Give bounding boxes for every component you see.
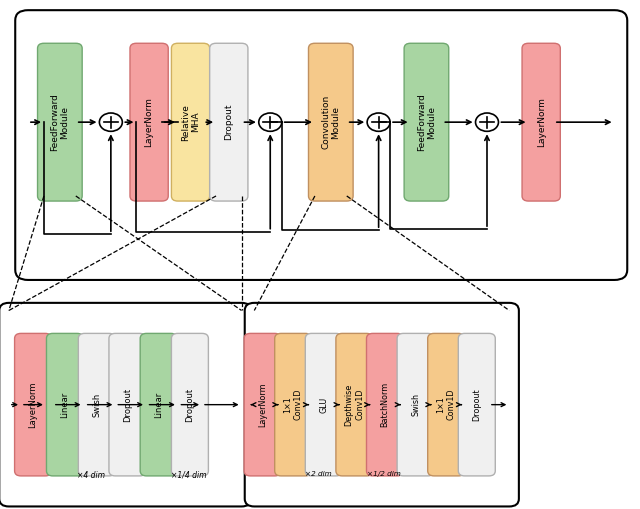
Text: Swish: Swish: [92, 392, 101, 417]
Text: ×4 dim: ×4 dim: [77, 471, 105, 480]
Text: Dropout: Dropout: [224, 104, 234, 140]
FancyBboxPatch shape: [172, 333, 209, 476]
Text: Swish: Swish: [411, 393, 420, 416]
Text: GLU: GLU: [319, 397, 328, 413]
Text: LayerNorm: LayerNorm: [145, 97, 154, 147]
FancyBboxPatch shape: [305, 333, 342, 476]
FancyBboxPatch shape: [15, 10, 627, 280]
Text: FeedForward
Module: FeedForward Module: [417, 93, 436, 151]
Text: Linear: Linear: [154, 391, 163, 418]
FancyBboxPatch shape: [308, 43, 353, 201]
FancyBboxPatch shape: [367, 333, 403, 476]
FancyBboxPatch shape: [244, 303, 519, 506]
FancyBboxPatch shape: [244, 333, 281, 476]
FancyBboxPatch shape: [15, 333, 52, 476]
FancyBboxPatch shape: [109, 333, 146, 476]
FancyBboxPatch shape: [130, 43, 168, 201]
Text: Dropout: Dropout: [186, 387, 195, 422]
Text: Convolution
Module: Convolution Module: [321, 95, 340, 149]
Text: LayerNorm: LayerNorm: [537, 97, 546, 147]
FancyBboxPatch shape: [336, 333, 373, 476]
FancyBboxPatch shape: [140, 333, 177, 476]
FancyBboxPatch shape: [172, 43, 210, 201]
Text: Dropout: Dropout: [472, 388, 481, 421]
Text: Dropout: Dropout: [123, 387, 132, 422]
FancyBboxPatch shape: [458, 333, 495, 476]
Text: 1×1
Conv1D: 1×1 Conv1D: [436, 389, 456, 420]
FancyBboxPatch shape: [210, 43, 248, 201]
Text: ×1/2 dim: ×1/2 dim: [367, 471, 401, 477]
FancyBboxPatch shape: [78, 333, 115, 476]
FancyBboxPatch shape: [38, 43, 82, 201]
FancyBboxPatch shape: [397, 333, 434, 476]
Text: BatchNorm: BatchNorm: [381, 382, 390, 427]
Text: FeedForward
Module: FeedForward Module: [50, 93, 70, 151]
Text: LayerNorm: LayerNorm: [29, 381, 38, 428]
Text: Relative
MHA: Relative MHA: [181, 104, 200, 140]
FancyBboxPatch shape: [522, 43, 560, 201]
Text: 1×1
Conv1D: 1×1 Conv1D: [284, 389, 303, 420]
Text: Linear: Linear: [60, 391, 70, 418]
FancyBboxPatch shape: [404, 43, 449, 201]
Text: LayerNorm: LayerNorm: [258, 382, 267, 427]
FancyBboxPatch shape: [275, 333, 312, 476]
Text: ×1/4 dim: ×1/4 dim: [171, 471, 206, 480]
FancyBboxPatch shape: [428, 333, 465, 476]
Text: ×2 dim: ×2 dim: [305, 471, 332, 477]
Text: Depthwise
Conv1D: Depthwise Conv1D: [345, 383, 364, 426]
FancyBboxPatch shape: [0, 303, 251, 506]
FancyBboxPatch shape: [47, 333, 83, 476]
